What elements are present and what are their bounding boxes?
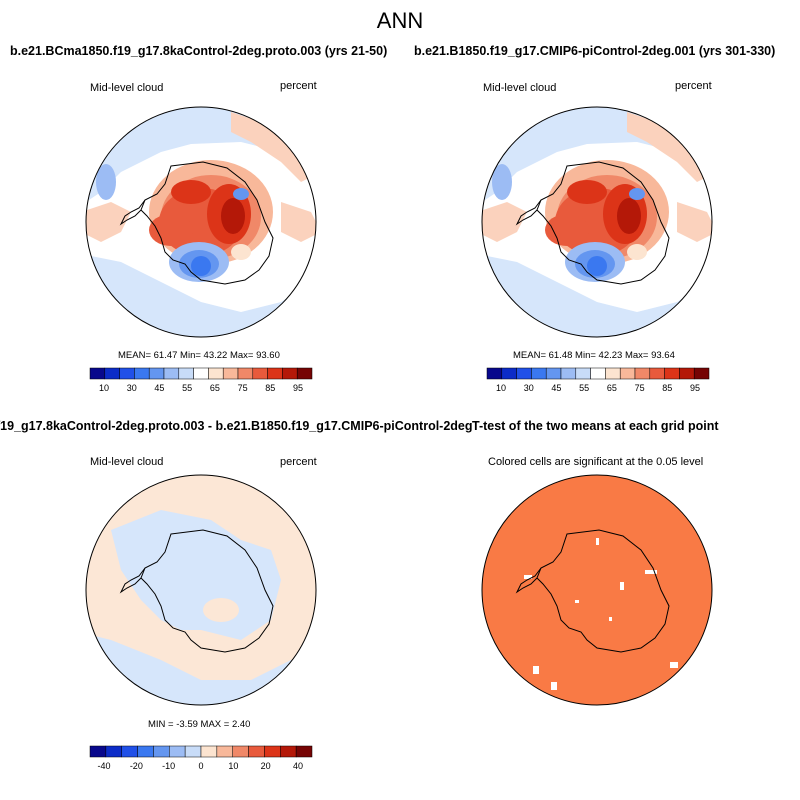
colorbar-tick-label: 95: [293, 383, 303, 393]
colorbar-swatch: [121, 745, 138, 758]
colorbar-swatch: [216, 745, 233, 758]
colorbar-swatch: [178, 367, 194, 380]
colorbar-swatch: [280, 745, 297, 758]
colorbar-swatch: [605, 367, 621, 380]
colorbar-swatch: [248, 745, 265, 758]
colorbar-tick-label: 95: [690, 383, 700, 393]
colorbar-tick-label: 55: [182, 383, 192, 393]
colorbar-swatch: [89, 367, 106, 380]
colorbar-swatch: [232, 745, 249, 758]
panel1-stats: MEAN= 61.47 Min= 43.22 Max= 93.60: [118, 350, 280, 361]
colorbar-tick-label: 30: [127, 383, 137, 393]
colorbar-swatch: [252, 367, 268, 380]
colorbar-swatch: [295, 745, 313, 758]
colorbar-swatch: [264, 745, 281, 758]
panel3-stats: MIN = -3.59 MAX = 2.40: [148, 719, 251, 730]
panel1-colorbar: 10 30 45 55 65 75 85 95: [89, 367, 313, 393]
colorbar-swatch: [184, 745, 202, 758]
figure-title: ANN: [376, 8, 424, 33]
colorbar-swatch: [193, 367, 209, 380]
colorbar-swatch: [486, 367, 503, 380]
colorbar-swatch: [267, 367, 283, 380]
colorbar-swatch: [163, 367, 180, 380]
colorbar-swatch: [105, 745, 122, 758]
colorbar-tick-label: -10: [162, 761, 175, 771]
colorbar-swatch: [679, 367, 695, 380]
panel3-map: [85, 474, 317, 706]
colorbar-tick-label: 75: [635, 383, 645, 393]
colorbar-swatch: [119, 367, 135, 380]
colorbar-swatch: [169, 745, 186, 758]
colorbar-swatch: [208, 367, 224, 380]
colorbar-tick-label: 55: [579, 383, 589, 393]
panel2-variable: Mid-level cloud: [483, 82, 557, 94]
panel3-title: f19_g17.8kaControl-2deg.proto.003 - b.e2…: [0, 419, 497, 433]
colorbar-tick-label: 30: [524, 383, 534, 393]
colorbar-tick-label: 85: [265, 383, 275, 393]
colorbar-swatch: [104, 367, 120, 380]
colorbar-swatch: [134, 367, 150, 380]
colorbar-tick-label: 45: [154, 383, 164, 393]
colorbar-swatch: [590, 367, 606, 380]
colorbar-swatch: [153, 745, 170, 758]
colorbar-swatch: [575, 367, 591, 380]
colorbar-tick-label: 85: [662, 383, 672, 393]
colorbar-swatch: [148, 367, 165, 380]
colorbar-tick-label: 20: [261, 761, 271, 771]
colorbar-tick-label: 65: [210, 383, 220, 393]
colorbar-swatch: [560, 367, 577, 380]
colorbar-swatch: [531, 367, 547, 380]
panel2-title: b.e21.B1850.f19_g17.CMIP6-piControl-2deg…: [414, 44, 776, 58]
colorbar-tick-label: 10: [228, 761, 238, 771]
colorbar-tick-label: -20: [130, 761, 143, 771]
panel3-units: percent: [280, 456, 317, 468]
colorbar-tick-label: 40: [293, 761, 303, 771]
panel4-title: T-test of the two means at each grid poi…: [472, 419, 719, 433]
panel3-variable: Mid-level cloud: [90, 456, 164, 468]
colorbar-tick-label: -40: [97, 761, 110, 771]
panel1-variable: Mid-level cloud: [90, 82, 164, 94]
panel2-map: [481, 106, 713, 338]
panel2-colorbar: 10 30 45 55 65 75 85 95: [486, 367, 710, 393]
panel4-map: [481, 474, 713, 706]
colorbar-swatch: [501, 367, 517, 380]
colorbar-swatch: [664, 367, 680, 380]
colorbar-swatch: [137, 745, 154, 758]
colorbar-swatch: [282, 367, 298, 380]
colorbar-swatch: [545, 367, 562, 380]
panel1-title: b.e21.BCma1850.f19_g17.8kaControl-2deg.p…: [10, 44, 388, 58]
colorbar-swatch: [222, 367, 239, 380]
panel1-map: [85, 106, 317, 338]
colorbar-tick-label: 10: [99, 383, 109, 393]
colorbar-swatch: [237, 367, 254, 380]
colorbar-tick-label: 45: [551, 383, 561, 393]
colorbar-swatch: [693, 367, 710, 380]
panel2-units: percent: [675, 80, 712, 92]
colorbar-tick-label: 0: [198, 761, 203, 771]
colorbar-swatch: [649, 367, 665, 380]
colorbar-swatch: [619, 367, 636, 380]
colorbar-tick-label: 10: [496, 383, 506, 393]
colorbar-swatch: [516, 367, 532, 380]
colorbar-swatch: [200, 745, 218, 758]
colorbar-swatch: [296, 367, 313, 380]
panel2-stats: MEAN= 61.48 Min= 42.23 Max= 93.64: [513, 350, 675, 361]
colorbar-swatch: [89, 745, 107, 758]
panel4-subtitle: Colored cells are significant at the 0.0…: [488, 456, 704, 468]
colorbar-swatch: [634, 367, 651, 380]
colorbar-tick-label: 65: [607, 383, 617, 393]
colorbar-tick-label: 75: [238, 383, 248, 393]
panel3-colorbar: -40 -20 -10 0 10 20 40: [89, 745, 313, 771]
panel1-units: percent: [280, 80, 317, 92]
